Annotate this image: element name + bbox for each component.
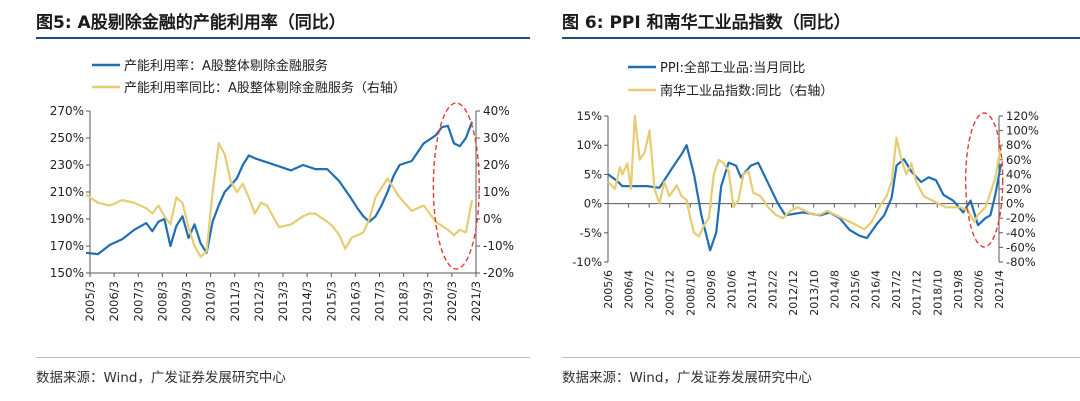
x-tick-label: 2012/3 (252, 281, 266, 321)
x-tick-label: 2013/10 (808, 270, 821, 316)
x-tick-label: 2006/3 (107, 281, 121, 321)
right-y-tick-label: -10% (483, 239, 514, 253)
right-y-tick-label: 60% (1006, 153, 1032, 167)
x-tick-label: 2015/6 (849, 270, 862, 309)
figure-6-panel: 图 6: PPI 和南华工业品指数（同比） -10% -5% 0% 5% 10% 15% -… (548, 0, 1080, 401)
x-tick-label: 2007/3 (131, 281, 145, 321)
legend-label-2: 产能利用率同比：A股整体剔除金融服务（右轴） (124, 80, 406, 96)
title-divider (36, 37, 530, 39)
right-y-tick-label: 30% (483, 131, 510, 145)
x-tick-label: 2018/10 (931, 270, 944, 316)
right-y-tick-label: 20% (1006, 182, 1032, 196)
right-y-tick-label: 80% (1006, 138, 1032, 152)
x-tick-label: 2015/3 (324, 281, 338, 321)
highlight-ellipse (964, 112, 1004, 248)
series-line-1 (607, 144, 1003, 252)
x-tick-label: 2012/2 (767, 270, 780, 309)
left-y-tick-label: 10% (576, 138, 602, 152)
figure-5-source: 数据来源：Wind，广发证券发展研究中心 (36, 370, 286, 386)
x-tick-label: 2005/3 (83, 281, 97, 321)
x-tick-label: 2010/3 (204, 281, 218, 321)
source-divider (562, 357, 1080, 358)
x-tick-label: 2014/3 (300, 281, 314, 321)
x-tick-label: 2021/3 (469, 281, 483, 321)
x-tick-label: 2017/12 (911, 270, 924, 316)
legend-label-1: 产能利用率：A股整体剔除金融服务 (124, 58, 328, 74)
left-y-tick-label: 190% (50, 212, 84, 226)
right-y-tick-label: 10% (483, 185, 510, 199)
right-y-tick-label: -40% (1006, 226, 1036, 240)
x-tick-label: 2018/3 (397, 281, 411, 321)
title-divider (562, 37, 1080, 39)
left-y-tick-label: 170% (50, 239, 84, 253)
right-y-tick-label: 40% (1006, 167, 1032, 181)
right-y-tick-label: -20% (1006, 211, 1036, 225)
x-tick-label: 2006/4 (623, 270, 636, 309)
figure-6-source: 数据来源：Wind，广发证券发展研究中心 (562, 370, 812, 386)
right-y-tick-label: -20% (483, 266, 514, 280)
x-tick-label: 2011/3 (228, 281, 242, 321)
right-y-tick-label: 0% (1006, 197, 1024, 211)
series-line-2 (607, 114, 1003, 238)
series-line-2 (85, 142, 474, 258)
right-y-tick-label: 40% (483, 104, 510, 118)
x-tick-label: 2016/3 (348, 281, 362, 321)
x-tick-label: 2020/3 (445, 281, 459, 321)
x-tick-label: 2020/6 (972, 270, 985, 309)
left-y-tick-label: 150% (50, 266, 84, 280)
right-y-tick-label: 0% (483, 212, 502, 226)
source-divider (36, 357, 530, 358)
x-tick-label: 2007/2 (643, 270, 656, 309)
left-y-tick-label: 0% (584, 197, 602, 211)
left-y-tick-label: 5% (584, 167, 602, 181)
x-tick-label: 2010/6 (725, 270, 738, 309)
x-tick-label: 2007/12 (664, 270, 677, 316)
right-y-tick-label: 20% (483, 158, 510, 172)
left-y-tick-label: -10% (572, 255, 602, 269)
x-tick-label: 2019/3 (421, 281, 435, 321)
x-tick-label: 2012/12 (787, 270, 800, 316)
x-tick-label: 2009/3 (180, 281, 194, 321)
left-y-tick-label: 250% (50, 131, 84, 145)
left-y-tick-label: 270% (50, 104, 84, 118)
right-y-tick-label: 120% (1006, 109, 1039, 123)
x-tick-label: 2008/10 (684, 270, 697, 316)
right-y-tick-label: -60% (1006, 240, 1036, 254)
x-tick-label: 2017/2 (890, 270, 903, 309)
highlight-ellipse (432, 102, 480, 270)
figure-5-title: 图5: A股剔除金融的产能利用率（同比） (36, 13, 346, 33)
left-y-tick-label: 230% (50, 158, 84, 172)
left-y-tick-label: 15% (576, 109, 602, 123)
x-tick-label: 2016/4 (870, 270, 883, 309)
left-y-tick-label: -5% (580, 226, 602, 240)
x-tick-label: 2014/8 (828, 270, 841, 309)
x-tick-label: 2021/4 (993, 270, 1006, 309)
left-y-tick-label: 210% (50, 185, 84, 199)
right-y-tick-label: -80% (1006, 255, 1036, 269)
figure-5-panel: 图5: A股剔除金融的产能利用率（同比） 150% 170% 190% 210% 230… (0, 0, 530, 401)
x-tick-label: 2019/8 (952, 270, 965, 309)
series-line-1 (85, 121, 474, 256)
ppi-nanhua-chart: -10%-5%0%5%10%15%-80%-60%-40%-20%0%20%40… (572, 60, 1039, 316)
x-tick-label: 2008/3 (155, 281, 169, 321)
legend-label-1: PPI:全部工业品:当月同比 (660, 60, 805, 76)
figure-6-title: 图 6: PPI 和南华工业品指数（同比） (562, 13, 851, 33)
x-tick-label: 2011/4 (746, 270, 759, 309)
x-tick-label: 2017/3 (373, 281, 387, 321)
right-y-tick-label: 100% (1006, 124, 1039, 138)
capacity-utilization-chart: 150% 170% 190% 210% 230% 250% 270% -20% -10% 0% 10… (50, 58, 514, 321)
x-tick-label: 2009/8 (705, 270, 718, 309)
x-tick-label: 2013/3 (276, 281, 290, 321)
legend-label-2: 南华工业品指数:同比（右轴） (660, 83, 833, 99)
x-tick-label: 2005/6 (602, 270, 615, 309)
